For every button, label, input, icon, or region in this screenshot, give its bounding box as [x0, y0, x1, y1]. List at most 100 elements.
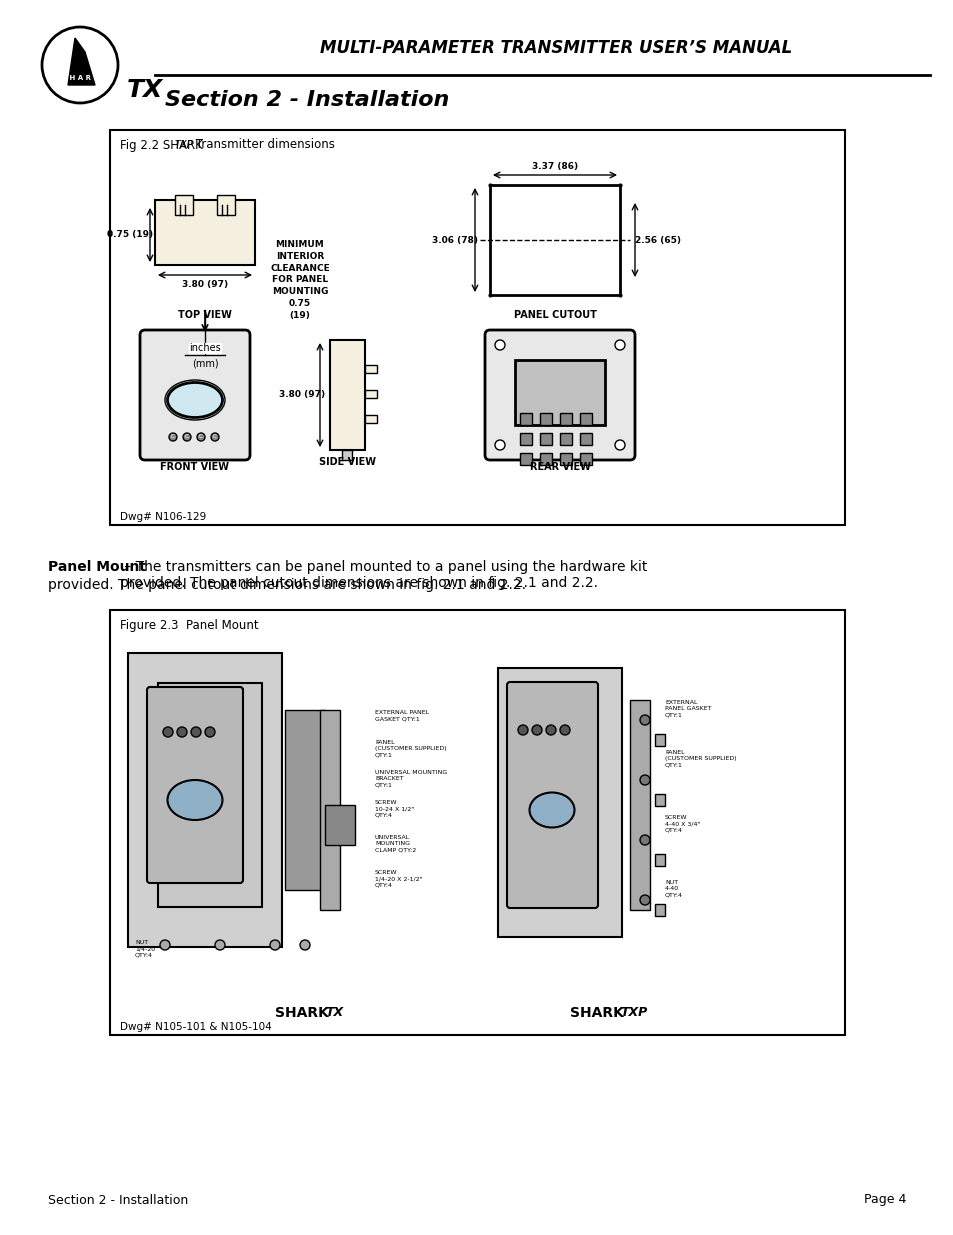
FancyBboxPatch shape — [140, 330, 250, 459]
Text: Section 2 - Installation: Section 2 - Installation — [48, 1193, 188, 1207]
Text: TXP: TXP — [174, 140, 193, 149]
Text: – The transmitters can be panel mounted to a panel using the hardware kit
provid: – The transmitters can be panel mounted … — [120, 559, 647, 590]
Bar — [539, 453, 552, 466]
Text: 2.56 (65): 2.56 (65) — [635, 236, 680, 245]
Text: MINIMUM
INTERIOR
CLEARANCE
FOR PANEL
MOUNTING
0.75
(19): MINIMUM INTERIOR CLEARANCE FOR PANEL MOU… — [270, 240, 330, 320]
Text: TX: TX — [325, 1007, 343, 1020]
Bar — [325, 805, 355, 845]
Text: TX: TX — [127, 78, 163, 103]
Circle shape — [196, 433, 205, 441]
Text: UNIVERSAL
MOUNTING
CLAMP QTY:2: UNIVERSAL MOUNTING CLAMP QTY:2 — [375, 835, 416, 852]
Bar — [341, 450, 352, 459]
Text: EXTERNAL PANEL
GASKET QTY:1: EXTERNAL PANEL GASKET QTY:1 — [375, 710, 429, 721]
Text: TXP: TXP — [619, 1007, 646, 1020]
Bar — [559, 433, 572, 445]
Bar — [110, 610, 844, 1035]
Circle shape — [160, 940, 170, 950]
Circle shape — [615, 440, 624, 450]
Bar — [629, 700, 649, 910]
Bar — [216, 195, 234, 215]
Text: Panel Mount: Panel Mount — [48, 559, 146, 574]
Text: C: C — [185, 435, 189, 440]
Text: NUT
1/4-20
QTY:4: NUT 1/4-20 QTY:4 — [135, 940, 155, 957]
Text: SCREW
10-24 X 1/2"
QTY:4: SCREW 10-24 X 1/2" QTY:4 — [375, 800, 414, 818]
Bar — [519, 453, 532, 466]
Text: SHARK: SHARK — [274, 1007, 329, 1020]
Text: SCREW
1/4-20 X 2-1/2"
QTY:4: SCREW 1/4-20 X 2-1/2" QTY:4 — [375, 869, 422, 888]
Circle shape — [299, 940, 310, 950]
Circle shape — [517, 725, 527, 735]
Text: 0.75 (19): 0.75 (19) — [107, 231, 152, 240]
Text: SHARK: SHARK — [569, 1007, 623, 1020]
Circle shape — [169, 433, 177, 441]
Text: EXTERNAL
PANEL GASKET
QTY:1: EXTERNAL PANEL GASKET QTY:1 — [664, 700, 711, 718]
Ellipse shape — [168, 781, 222, 820]
Ellipse shape — [168, 383, 222, 417]
Circle shape — [495, 440, 504, 450]
Circle shape — [205, 727, 214, 737]
FancyBboxPatch shape — [158, 683, 262, 906]
Text: PANEL
(CUSTOMER SUPPLIED)
QTY:1: PANEL (CUSTOMER SUPPLIED) QTY:1 — [664, 750, 736, 767]
Circle shape — [183, 433, 191, 441]
Bar — [579, 453, 592, 466]
Text: Section 2 - Installation: Section 2 - Installation — [165, 90, 449, 110]
Text: inches: inches — [189, 343, 221, 353]
Text: MULTI-PARAMETER TRANSMITTER USER’S MANUAL: MULTI-PARAMETER TRANSMITTER USER’S MANUA… — [319, 40, 791, 57]
Text: NUT
4-40
QTY:4: NUT 4-40 QTY:4 — [664, 881, 682, 898]
Text: TOP VIEW: TOP VIEW — [178, 310, 232, 320]
FancyBboxPatch shape — [128, 653, 282, 947]
Bar — [515, 359, 604, 425]
Circle shape — [639, 835, 649, 845]
Text: REAR VIEW: REAR VIEW — [529, 462, 590, 472]
Text: Fig 2.2 SHARK: Fig 2.2 SHARK — [120, 138, 203, 152]
Text: C: C — [213, 435, 216, 440]
Bar — [365, 390, 376, 398]
Text: PANEL
(CUSTOMER SUPPLIED)
QTY:1: PANEL (CUSTOMER SUPPLIED) QTY:1 — [375, 740, 446, 757]
Text: (mm): (mm) — [192, 358, 218, 368]
Text: Transmitter dimensions: Transmitter dimensions — [192, 138, 335, 152]
Circle shape — [545, 725, 556, 735]
Bar — [490, 185, 619, 295]
Circle shape — [211, 433, 219, 441]
Text: 3.80 (97): 3.80 (97) — [278, 390, 325, 399]
Circle shape — [270, 940, 280, 950]
Ellipse shape — [529, 793, 574, 827]
FancyBboxPatch shape — [497, 668, 621, 937]
Text: provided. The panel cutout dimensions are shown in fig. 2.1 and 2.2.: provided. The panel cutout dimensions ar… — [48, 578, 525, 592]
Text: Page 4: Page 4 — [862, 1193, 905, 1207]
Bar — [174, 195, 193, 215]
Circle shape — [495, 340, 504, 350]
Circle shape — [532, 725, 541, 735]
Text: SCREW
4-40 X 3/4"
QTY:4: SCREW 4-40 X 3/4" QTY:4 — [664, 815, 700, 832]
Text: 3.80 (97): 3.80 (97) — [182, 280, 228, 289]
Text: C: C — [199, 435, 203, 440]
Bar — [365, 415, 376, 424]
Bar — [365, 366, 376, 373]
Text: PANEL CUTOUT: PANEL CUTOUT — [513, 310, 596, 320]
Bar — [579, 412, 592, 425]
Bar — [655, 853, 664, 866]
Bar — [655, 904, 664, 916]
Circle shape — [559, 725, 569, 735]
Text: SIDE VIEW: SIDE VIEW — [318, 457, 375, 467]
Bar — [539, 433, 552, 445]
Bar — [330, 340, 365, 450]
Bar — [519, 433, 532, 445]
Text: C: C — [171, 435, 174, 440]
Circle shape — [615, 340, 624, 350]
Bar — [655, 734, 664, 746]
Text: FRONT VIEW: FRONT VIEW — [160, 462, 230, 472]
Bar — [655, 794, 664, 806]
Text: 3.06 (78): 3.06 (78) — [432, 236, 477, 245]
Bar — [110, 130, 844, 525]
Bar — [579, 433, 592, 445]
Bar — [154, 200, 254, 266]
Circle shape — [191, 727, 201, 737]
Text: Dwg# N106-129: Dwg# N106-129 — [120, 513, 206, 522]
Bar — [559, 412, 572, 425]
FancyBboxPatch shape — [506, 682, 598, 908]
Circle shape — [639, 715, 649, 725]
Text: UNIVERSAL MOUNTING
BRACKET
QTY:1: UNIVERSAL MOUNTING BRACKET QTY:1 — [375, 769, 447, 788]
Circle shape — [639, 895, 649, 905]
Text: 3.37 (86): 3.37 (86) — [532, 163, 578, 172]
